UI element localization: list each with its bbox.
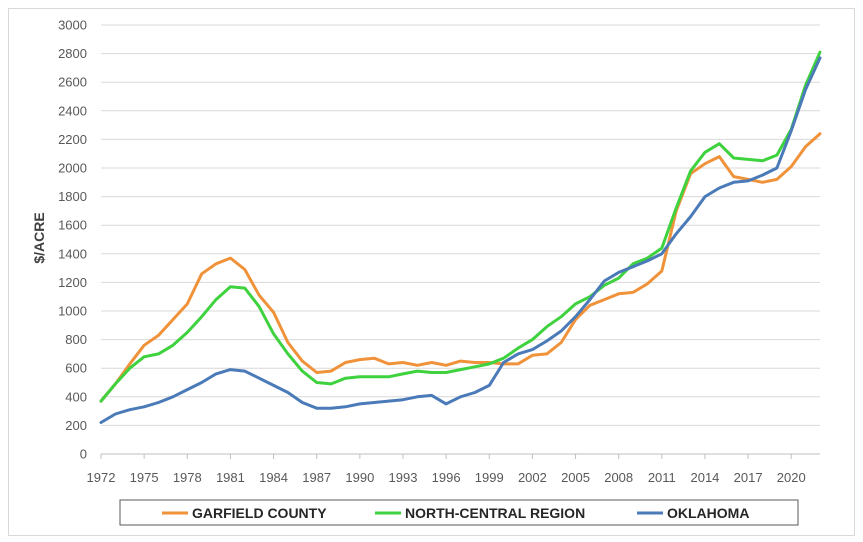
x-axis-ticks: 1972 1975 1978 1981 1984 1987 1990 1993 1996 1999… (87, 454, 806, 485)
x-tick-label: 2002 (518, 470, 547, 485)
y-axis-label: $/ACRE (31, 212, 47, 263)
y-tick-label: 400 (65, 389, 87, 404)
y-tick-label: 600 (65, 361, 87, 376)
x-tick-label: 2017 (734, 470, 763, 485)
x-tick-label: 1987 (302, 470, 331, 485)
x-tick-label: 1993 (389, 470, 418, 485)
x-tick-label: 1975 (130, 470, 159, 485)
legend: GARFIELD COUNTY NORTH-CENTRAL REGION OKL… (119, 499, 799, 526)
series-line-oklahoma (99, 56, 822, 424)
x-tick-label: 2008 (604, 470, 633, 485)
y-axis-ticks: 0 200 400 600 800 1000 1200 1400 1600 1800 2000 220… (58, 18, 87, 462)
y-tick-label: 1400 (58, 246, 87, 261)
series-line-north-central-region (99, 50, 822, 403)
legend-label-garfield-county: GARFIELD COUNTY (192, 505, 327, 521)
y-tick-label: 1800 (58, 189, 87, 204)
y-tick-label: 1200 (58, 275, 87, 290)
x-tick-label: 2011 (648, 470, 676, 485)
x-tick-label: 1984 (259, 470, 288, 485)
y-tick-label: 1000 (58, 304, 87, 319)
y-tick-label: 1600 (58, 218, 87, 233)
y-tick-label: 0 (80, 447, 87, 462)
series-lines (99, 50, 822, 424)
y-tick-label: 2800 (58, 46, 87, 61)
x-tick-label: 1981 (216, 470, 245, 485)
x-tick-label: 2014 (690, 470, 719, 485)
y-tick-label: 2000 (58, 161, 87, 176)
legend-label-north-central-region: NORTH-CENTRAL REGION (405, 505, 585, 521)
x-tick-label: 1978 (173, 470, 202, 485)
legend-label-oklahoma: OKLAHOMA (667, 505, 749, 521)
y-tick-label: 3000 (58, 18, 87, 33)
y-tick-label: 2200 (58, 132, 87, 147)
series-line-garfield-county (99, 132, 822, 403)
x-tick-label: 2020 (777, 470, 806, 485)
chart-frame (8, 8, 855, 536)
y-tick-label: 800 (65, 332, 87, 347)
gridlines (101, 24, 820, 455)
x-tick-label: 1999 (475, 470, 504, 485)
y-tick-label: 200 (65, 418, 87, 433)
x-tick-label: 1990 (345, 470, 374, 485)
y-tick-label: 2400 (58, 103, 87, 118)
legend-box (119, 499, 799, 526)
x-tick-label: 1972 (87, 470, 116, 485)
x-tick-label: 1996 (432, 470, 461, 485)
y-tick-label: 2600 (58, 75, 87, 90)
x-tick-label: 2005 (561, 470, 590, 485)
